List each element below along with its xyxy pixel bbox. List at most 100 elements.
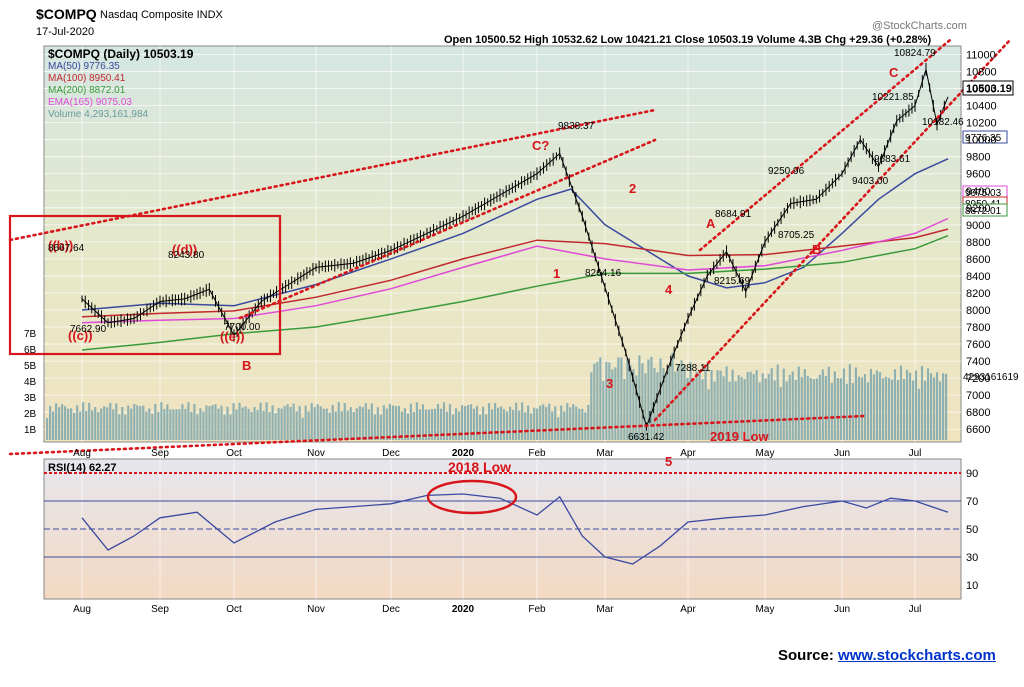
- header-symbol: $COMPQ: [36, 6, 97, 22]
- volume-bar: [530, 413, 533, 440]
- volume-bar: [608, 362, 611, 440]
- volume-bar: [542, 404, 545, 440]
- volume-bar: [518, 410, 521, 440]
- volume-bar: [439, 408, 443, 440]
- volume-bar: [824, 376, 827, 440]
- price-callout: 9250.96: [768, 166, 805, 177]
- volume-bar: [388, 403, 391, 440]
- legend-title: $COMPQ (Daily) 10503.19: [48, 47, 194, 61]
- volume-bar: [536, 408, 539, 440]
- volume-bar: [448, 404, 452, 440]
- volume-bar: [620, 357, 623, 440]
- volume-bar: [379, 414, 382, 440]
- volume-bar: [662, 368, 665, 440]
- volume-bar: [280, 408, 283, 440]
- volume-bar: [391, 405, 394, 440]
- volume-bar: [232, 403, 235, 440]
- volume-bar: [214, 404, 217, 440]
- volume-bar: [764, 378, 767, 440]
- volume-bar: [626, 357, 629, 440]
- volume-bar: [124, 414, 127, 440]
- price-callout: 7662.90: [70, 324, 107, 335]
- volume-bar: [842, 368, 845, 440]
- volume-bar: [118, 414, 121, 440]
- volume-bar: [707, 389, 710, 440]
- last-price-tag: 10503.19: [966, 83, 1012, 95]
- price-callout: 9403.00: [852, 176, 889, 187]
- y-tick-label: 11000: [966, 50, 996, 62]
- volume-bar: [668, 365, 671, 440]
- price-callout: 7700.00: [224, 322, 261, 333]
- price-callout: 10824.79: [894, 48, 936, 59]
- rsi-y-tick-label: 10: [966, 580, 978, 592]
- rsi-x-tick-label: 2020: [452, 604, 475, 615]
- volume-bar: [761, 373, 764, 440]
- volume-bar: [908, 372, 912, 440]
- ma100-line: [81, 228, 949, 318]
- volume-bar: [773, 380, 776, 440]
- rsi-x-tick-label: Sep: [151, 604, 169, 615]
- volume-bar: [566, 403, 569, 440]
- ma-tag-box: [962, 130, 1008, 144]
- volume-bar: [632, 369, 635, 440]
- volume-bar: [250, 411, 253, 440]
- volume-bar: [328, 412, 331, 440]
- volume-bar: [746, 372, 749, 440]
- volume-bar: [82, 402, 85, 440]
- volume-bar: [506, 411, 509, 440]
- volume-bar: [163, 409, 166, 440]
- rising-channel-lower-trendline: [653, 38, 1012, 422]
- wave-label: 5: [665, 454, 672, 469]
- consolidation-box: [8, 214, 282, 356]
- volume-tick-label: 2B: [24, 409, 37, 420]
- rsi-y-tick-label: 30: [966, 552, 978, 564]
- x-tick-label: Mar: [596, 448, 614, 459]
- volume-bar: [911, 380, 915, 440]
- axis-ticks: 6600 6800 7000 7200 7400 7600 7800 8000 8200 8400…: [24, 50, 997, 615]
- volume-bar: [172, 409, 175, 440]
- volume-bar: [671, 352, 674, 440]
- volume-bar: [887, 377, 891, 440]
- volume-bar: [674, 371, 677, 440]
- volume-bar: [503, 409, 506, 440]
- y-tick-label: 10600: [966, 84, 997, 96]
- volume-bar: [304, 405, 307, 440]
- volume-bar: [521, 402, 524, 440]
- volume-bar: [139, 406, 142, 440]
- volume-bar: [797, 366, 800, 440]
- volume-bar: [809, 377, 812, 440]
- volume-bar: [602, 380, 605, 440]
- rsi-y-tick-label: 50: [966, 524, 978, 536]
- price-callout: 10221.85: [872, 92, 914, 103]
- volume-bar: [373, 414, 376, 440]
- volume-bar: [358, 406, 361, 440]
- volume-bar: [460, 405, 464, 440]
- volume-bar: [94, 407, 97, 440]
- volume-bar: [244, 406, 247, 440]
- volume-bar: [563, 411, 566, 440]
- y-tick-label: 8000: [966, 305, 990, 317]
- volume-bar: [806, 375, 809, 440]
- header-date: 17-Jul-2020: [36, 26, 95, 38]
- volume-bar: [472, 408, 476, 440]
- x-tick-label: May: [756, 448, 775, 459]
- volume-bar: [617, 357, 620, 440]
- volume-bar: [884, 376, 888, 440]
- volume-bar: [382, 405, 385, 440]
- wave-label: ((b)): [48, 238, 73, 253]
- volume-bar: [148, 408, 151, 440]
- wave-label: A: [706, 216, 716, 231]
- volume-bar: [157, 411, 160, 440]
- volume-bar: [370, 403, 373, 440]
- volume-bar: [88, 402, 91, 440]
- volume-bar: [292, 403, 295, 440]
- volume-bar: [493, 402, 497, 440]
- source-link[interactable]: www.stockcharts.com: [838, 647, 996, 664]
- volume-bar: [512, 409, 515, 440]
- rsi-x-tick-label: Feb: [528, 604, 546, 615]
- volume-bar: [554, 406, 557, 440]
- volume-bar: [635, 375, 638, 440]
- y-tick-label: 10200: [966, 118, 997, 130]
- volume-bar: [223, 414, 226, 440]
